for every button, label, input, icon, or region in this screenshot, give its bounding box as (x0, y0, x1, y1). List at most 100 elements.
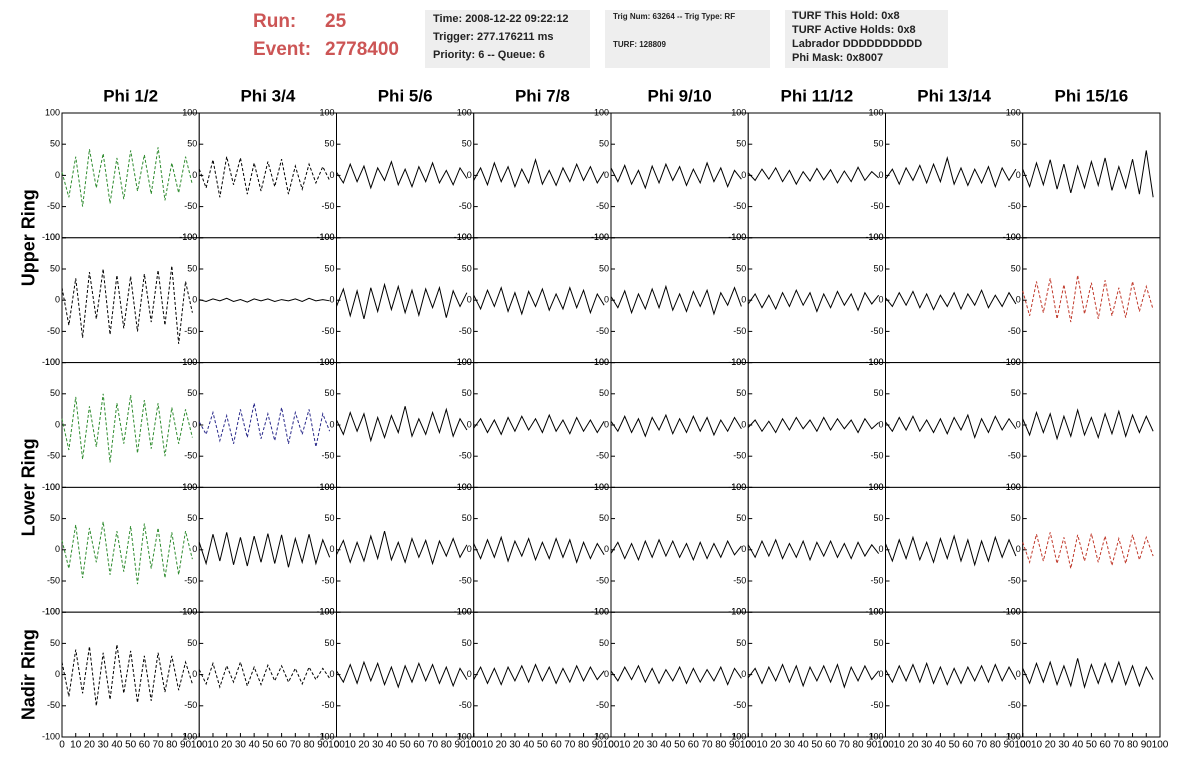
y-tick-label: -50 (733, 201, 746, 211)
x-tick-label: 100 (1014, 740, 1031, 751)
y-tick-label: -50 (733, 700, 746, 710)
y-tick-label: 100 (182, 607, 197, 617)
waveform (198, 532, 331, 568)
y-tick-label: 0 (55, 419, 60, 429)
y-tick-label: 50 (736, 638, 746, 648)
y-tick-label: 100 (868, 607, 883, 617)
y-tick-label: -50 (596, 201, 609, 211)
y-tick-label: -100 (316, 357, 334, 367)
y-tick-label: -100 (454, 357, 472, 367)
y-tick-label: 100 (1006, 357, 1021, 367)
y-tick-label: -50 (459, 575, 472, 585)
waveform (61, 644, 193, 706)
x-tick-label: 50 (949, 740, 961, 751)
info-box (785, 10, 948, 68)
info-line: Trig Num: 63264 -- Trig Type: RF (613, 12, 735, 21)
panel-frame (1022, 112, 1161, 239)
y-tick-label: -100 (179, 731, 197, 741)
panel-frame (336, 486, 475, 613)
y-tick-label: 0 (604, 669, 609, 679)
waveform (747, 416, 879, 434)
y-tick-label: -50 (459, 326, 472, 336)
y-tick-label: 50 (873, 638, 883, 648)
x-tick-label: 70 (564, 740, 576, 751)
waveform (336, 660, 468, 689)
y-tick-label: 100 (457, 357, 472, 367)
panel-frame (198, 611, 337, 738)
y-tick-label: -100 (179, 607, 197, 617)
y-tick-label: -100 (591, 357, 609, 367)
y-tick-label: 100 (45, 107, 60, 117)
y-tick-label: 50 (462, 139, 472, 149)
y-tick-label: 50 (873, 139, 883, 149)
x-tick-label: 50 (262, 740, 274, 751)
y-tick-label: 50 (1011, 139, 1021, 149)
event-label: Event: (253, 39, 311, 60)
x-tick-label: 70 (839, 740, 851, 751)
panel-frame (198, 112, 337, 239)
y-tick-label: 100 (319, 482, 334, 492)
info-line: TURF This Hold: 0x8 (792, 10, 900, 22)
y-tick-label: 50 (1011, 388, 1021, 398)
y-tick-label: 0 (55, 170, 60, 180)
y-tick-label: -100 (454, 482, 472, 492)
y-tick-label: -50 (47, 451, 60, 461)
y-tick-label: 0 (604, 419, 609, 429)
panel-frame (473, 611, 612, 738)
y-tick-label: 50 (736, 139, 746, 149)
y-tick-label: 100 (45, 232, 60, 242)
x-tick-label: 20 (907, 740, 919, 751)
y-tick-label: -50 (596, 326, 609, 336)
x-tick-label: 90 (1141, 740, 1153, 751)
x-tick-label: 20 (1045, 740, 1057, 751)
y-tick-label: 100 (1006, 607, 1021, 617)
waveform (747, 288, 880, 313)
info-line: TURF Active Holds: 0x8 (792, 24, 916, 36)
column-header: Phi 11/12 (780, 86, 853, 105)
y-tick-label: 100 (457, 607, 472, 617)
waveform (336, 406, 468, 443)
y-tick-label: 0 (1016, 170, 1021, 180)
y-tick-label: 100 (45, 482, 60, 492)
y-tick-label: -50 (870, 326, 883, 336)
y-tick-label: 0 (467, 419, 472, 429)
y-tick-label: 100 (868, 482, 883, 492)
y-tick-label: 0 (878, 170, 883, 180)
y-tick-label: -50 (184, 700, 197, 710)
y-tick-label: 50 (187, 638, 197, 648)
y-tick-label: 100 (457, 482, 472, 492)
x-tick-label: 100 (877, 740, 894, 751)
waveform (336, 530, 468, 566)
y-tick-label: 50 (324, 139, 334, 149)
x-tick-label: 40 (249, 740, 261, 751)
y-tick-label: 0 (467, 669, 472, 679)
panel-frame (747, 362, 886, 488)
y-tick-label: -50 (1008, 201, 1021, 211)
panel-frame (885, 362, 1024, 488)
y-tick-label: 50 (187, 513, 197, 523)
y-tick-label: 100 (594, 482, 609, 492)
y-tick-label: 50 (324, 388, 334, 398)
panel-frame (473, 362, 612, 488)
y-tick-label: 0 (1016, 419, 1021, 429)
y-tick-label: -50 (459, 451, 472, 461)
waveform (473, 663, 605, 686)
y-tick-label: -50 (47, 575, 60, 585)
waveform (885, 413, 1017, 440)
waveform (473, 535, 605, 564)
y-tick-label: 0 (329, 170, 334, 180)
x-tick-label: 90 (180, 740, 192, 751)
column-header: Phi 15/16 (1055, 86, 1129, 105)
info-line: TURF: 128809 (613, 40, 666, 49)
x-tick-label: 80 (441, 740, 453, 751)
y-tick-label: -100 (179, 482, 197, 492)
y-tick-label: -100 (591, 607, 609, 617)
x-tick-label: 100 (191, 740, 208, 751)
y-tick-label: -50 (1008, 326, 1021, 336)
x-tick-label: 100 (603, 740, 620, 751)
x-tick-label: 100 (740, 740, 757, 751)
y-tick-label: 0 (878, 295, 883, 305)
y-tick-label: -50 (596, 575, 609, 585)
panel-frame (610, 611, 749, 738)
panel-frame (61, 611, 200, 738)
